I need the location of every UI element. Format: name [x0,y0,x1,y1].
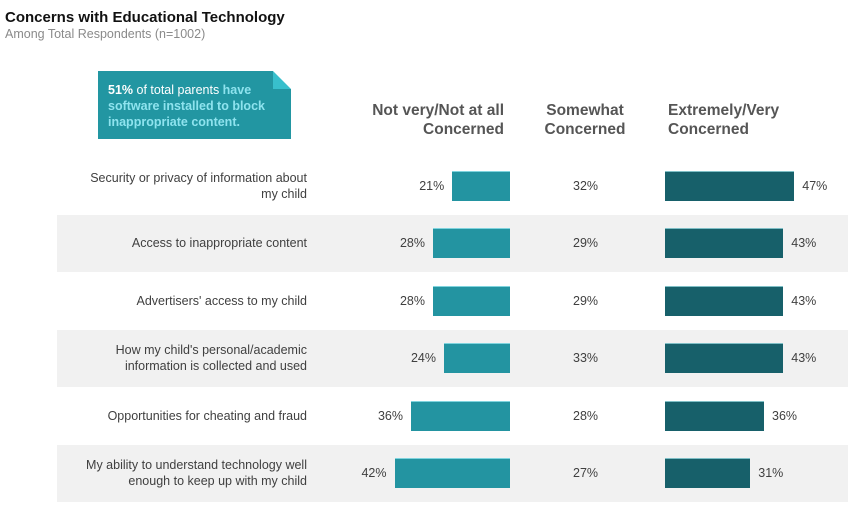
category-label: How my child's personal/academic informat… [57,330,307,387]
category-label: Security or privacy of information about… [57,157,307,214]
category-label-line: How my child's personal/academic [115,343,307,357]
category-label: My ability to understand technology well… [57,445,307,502]
callout-highlight: 51% [108,83,134,97]
data-label-somewhat-concerned: 27% [573,466,599,480]
data-label-not-concerned: 21% [419,178,445,193]
callout-box: 51% of total parents have software insta… [98,71,291,139]
column-header-somewhat-concerned: Somewhat Concerned [530,101,640,139]
chart-row: Security or privacy of information about… [57,157,848,214]
data-label-very-concerned: 31% [758,466,784,480]
chart-row: Advertisers' access to my child 28% 29% 43% [57,272,848,329]
category-label-line: Advertisers' access to my child [136,293,308,308]
chart-row: Opportunities for cheating and fraud 36% 2… [57,387,848,444]
category-label-line: Security or privacy of information about [90,170,307,185]
column-header-very-concerned: Extremely/Very Concerned [668,101,808,139]
data-label-somewhat-concerned: 29% [573,236,599,250]
column-header-line: Concerned [423,121,504,138]
data-label-very-concerned: 43% [791,351,817,365]
data-label-not-concerned: 24% [410,351,436,365]
bar-not-concerned [433,285,510,316]
data-label-not-concerned: 28% [399,293,425,308]
category-label-text: Opportunities for cheating and fraud [108,408,307,424]
category-label-line: Access to inappropriate content [131,236,307,250]
callout-text: of total parents [133,83,223,97]
chart-row: Access to inappropriate content 28% 29% 43% [57,214,848,272]
category-label-line: information is collected and used [124,359,307,373]
chart-row: How my child's personal/academic informat… [57,329,848,387]
bar-not-concerned [411,400,510,431]
column-header-line: Somewhat [546,102,624,119]
bar-very-concerned [665,228,784,258]
chart-row: My ability to understand technology well… [57,444,848,502]
data-label-very-concerned: 43% [791,293,817,308]
bar-not-concerned [444,343,510,373]
category-label-line: my child [261,186,307,201]
category-label: Advertisers' access to my child [57,272,308,329]
data-label-very-concerned: 47% [802,178,828,193]
data-label-very-concerned: 36% [772,408,798,423]
category-label: Access to inappropriate content [57,215,307,272]
data-label-not-concerned: 42% [361,466,387,480]
chart-title: Concerns with Educational Technology [5,9,285,26]
column-header-not-concerned: Not very/Not at all Concerned [340,101,504,139]
data-label-not-concerned: 36% [377,408,403,423]
data-label-somewhat-concerned: 28% [573,408,599,423]
bar-very-concerned [665,400,764,431]
bar-not-concerned [452,170,510,201]
data-label-somewhat-concerned: 33% [573,351,599,365]
data-label-not-concerned: 28% [399,236,425,250]
bar-very-concerned [665,285,784,316]
bar-very-concerned [665,458,751,488]
category-label-text: My ability to understand technology well… [86,457,307,489]
category-label-line: My ability to understand technology well [86,458,307,472]
folded-corner-icon [273,71,291,89]
column-header-line: Not very/Not at all [372,102,504,119]
bar-very-concerned [665,343,784,373]
category-label: Opportunities for cheating and fraud [57,387,307,444]
category-label-line: Opportunities for cheating and fraud [107,408,307,423]
category-label-text: Access to inappropriate content [132,235,307,251]
category-label-line: enough to keep up with my child [128,474,307,488]
column-header-line: Extremely/Very [668,102,780,119]
bar-not-concerned [394,458,510,488]
data-label-somewhat-concerned: 29% [573,293,599,308]
callout-text-emphasis: have software installed to block inappro… [108,83,265,129]
category-label-text: Advertisers' access to my child [137,293,308,309]
column-header-line: Concerned [668,121,749,138]
data-label-very-concerned: 43% [791,236,817,250]
category-label-text: Security or privacy of information about… [90,170,307,202]
bar-not-concerned [433,228,510,258]
column-header-line: Concerned [544,121,626,138]
bar-very-concerned [665,170,795,201]
chart-subtitle: Among Total Respondents (n=1002) [5,27,206,41]
data-label-somewhat-concerned: 32% [573,178,599,193]
category-label-text: How my child's personal/academic informat… [116,342,307,374]
